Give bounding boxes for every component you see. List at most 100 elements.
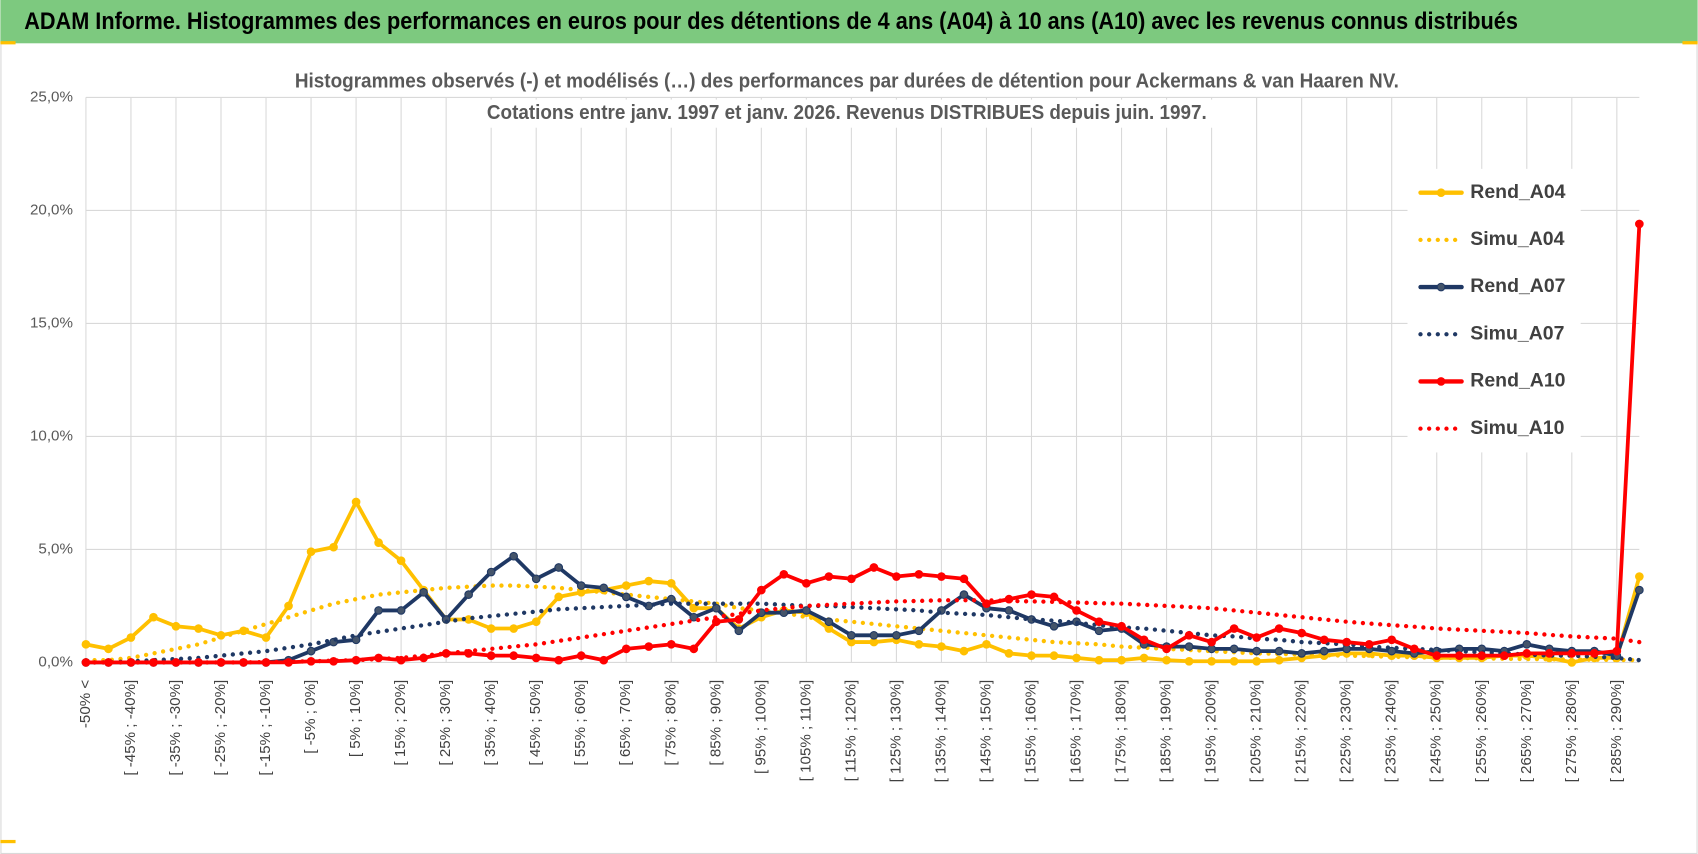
point [1364,640,1374,649]
point [802,606,811,615]
point [1184,642,1194,651]
point [509,624,519,633]
point [1454,651,1464,660]
point [464,590,473,599]
point [374,606,383,615]
x-tick-label: [ 205% ; 210%] [1248,680,1265,783]
point [396,556,406,566]
point [1319,635,1329,645]
series-line [84,554,1642,665]
point [194,624,203,633]
point [351,497,361,507]
point [284,601,293,611]
legend-label: Simu_A07 [1470,322,1564,344]
x-tick-label: [ 285% ; 290%] [1608,680,1625,783]
legend-label: Simu_A10 [1470,417,1564,439]
x-tick-label: [ 35% ; 40%] [482,680,499,766]
point [486,651,496,660]
point [756,585,766,595]
x-tick-label: [ 245% ; 250%] [1428,680,1445,783]
x-tick-label: [ 185% ; 190%] [1158,680,1175,783]
point [892,630,901,640]
point [1252,656,1261,666]
point [1049,621,1059,631]
point [261,633,271,642]
y-tick-label: 0,0% [38,653,73,670]
y-tick-label: 20,0% [30,201,73,218]
point [396,606,406,615]
point [937,572,946,581]
point [959,646,969,656]
point [1252,646,1261,656]
x-tick-label: [ 55% ; 60%] [572,680,589,766]
point [1072,653,1081,663]
point [869,630,879,640]
point [1207,656,1216,666]
point [1094,655,1104,665]
point [1274,624,1284,633]
y-tick-label: 5,0% [38,540,73,557]
point [847,630,856,640]
x-tick-label: [ 105% ; 110%] [797,680,814,782]
point [734,626,744,636]
point [1635,219,1644,229]
x-tick-label: [ 265% ; 270%] [1518,680,1535,783]
x-tick-label: [ 145% ; 150%] [977,680,994,783]
x-tick-label: [ -5% ; 0%] [302,680,319,754]
point [1432,651,1442,660]
point [847,574,856,584]
point [306,646,316,656]
point [869,563,879,572]
point [824,572,834,581]
legend-label: Rend_A04 [1470,181,1565,203]
point [1522,649,1532,658]
corner [0,839,16,844]
x-tick-label: [ -25% ; -20%] [212,680,229,776]
point [1612,646,1622,656]
point [1207,637,1216,647]
x-tick-label: [ -45% ; -40%] [122,680,139,776]
point [1387,635,1397,645]
legend-label: Rend_A07 [1470,275,1565,297]
legend-label: Simu_A04 [1470,228,1564,250]
point [171,621,181,631]
point [599,583,609,593]
point [666,640,676,649]
point [1117,655,1126,665]
x-tick-label: [ 45% ; 50%] [527,680,544,766]
x-tick-label: [ 195% ; 200%] [1203,680,1220,783]
point [81,640,91,649]
point [1027,651,1036,660]
x-tick-label: [ 275% ; 280%] [1563,680,1580,783]
point [666,578,676,588]
point [1635,572,1644,581]
x-tick-label: [ 65% ; 70%] [617,680,634,766]
point [104,644,113,654]
legend-marker [1436,282,1446,292]
point [982,599,991,608]
point [1635,585,1644,595]
point [1409,644,1419,654]
point [1567,649,1577,658]
point [329,542,338,552]
point [1499,651,1509,660]
y-tick-label: 15,0% [30,314,73,331]
point [982,640,991,649]
x-tick-label: [ 125% ; 130%] [887,680,904,783]
point [914,640,924,649]
x-tick-label: -50% < [77,680,94,729]
series-line [83,583,1642,663]
corner [0,41,16,45]
point [1139,653,1149,663]
point [554,563,564,572]
point [486,624,496,633]
point [1342,637,1352,647]
point [937,642,946,651]
x-tick-label: [ 175% ; 180%] [1113,680,1130,783]
point [1297,628,1306,638]
point [531,617,541,627]
point [1117,621,1126,631]
point [1162,644,1171,654]
point [1229,624,1239,633]
